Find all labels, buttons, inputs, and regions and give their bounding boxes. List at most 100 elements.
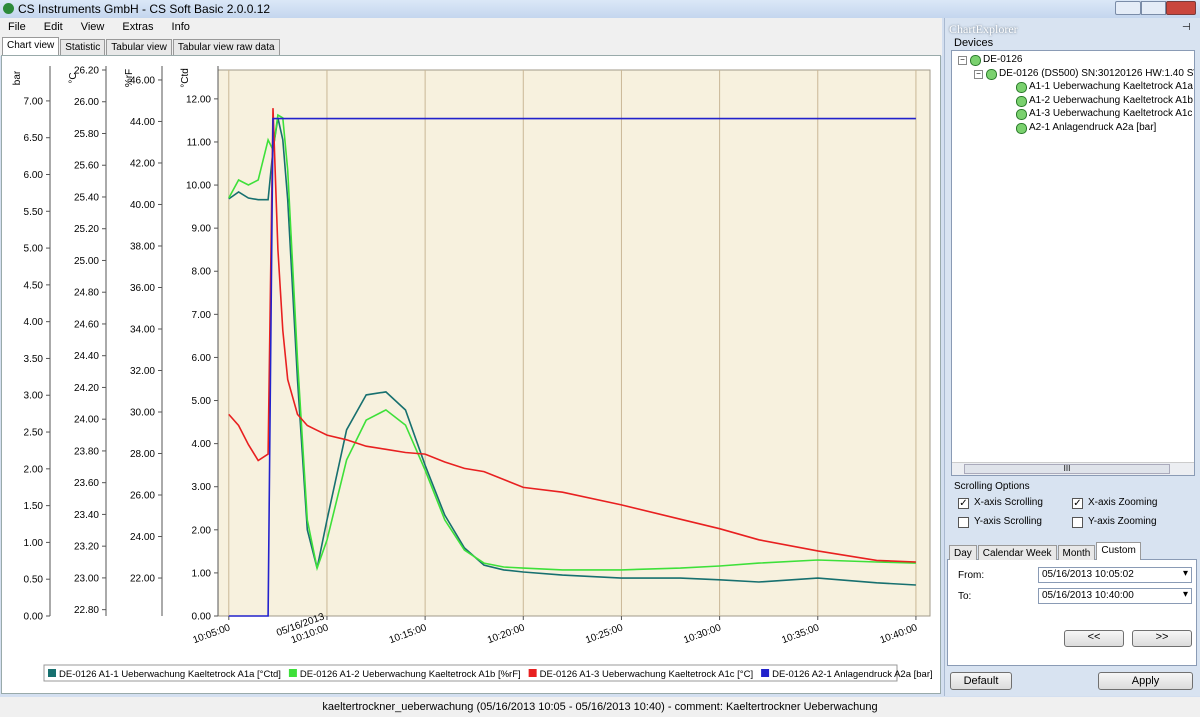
channel-icon <box>1016 122 1027 134</box>
menu-item[interactable]: View <box>80 21 105 33</box>
tab[interactable]: Tabular view <box>106 39 172 55</box>
y-tick-label: 4.00 <box>24 317 44 328</box>
y-tick-label: 36.00 <box>130 283 155 294</box>
devices-label: Devices <box>954 37 994 49</box>
range-tab[interactable]: Custom <box>1096 542 1141 560</box>
x-tick-label: 10:30:00 <box>682 622 723 646</box>
checkbox[interactable]: ✓ <box>958 498 969 509</box>
y-tick-label: 23.40 <box>74 510 99 521</box>
checkbox[interactable]: ✓ <box>1072 498 1083 509</box>
tree-label[interactable]: A2-1 Anlagendruck A2a [bar] <box>1029 121 1157 133</box>
y-tick-label: 4.00 <box>192 439 212 450</box>
status-bar: kaeltertrockner_ueberwachung (05/16/2013… <box>0 697 1200 717</box>
y-tick-label: 1.00 <box>192 568 212 579</box>
legend-swatch <box>288 669 297 677</box>
checkbox-label[interactable]: X-axis Scrolling <box>974 497 1043 508</box>
tree-label[interactable]: A1-3 Ueberwachung Kaeltetrock A1c [°C] <box>1029 108 1195 119</box>
series-line <box>228 117 916 617</box>
y-tick-label: 10.00 <box>186 181 211 192</box>
checkbox[interactable] <box>958 517 969 528</box>
default-button[interactable]: Default <box>950 672 1012 690</box>
prev-button[interactable]: << <box>1064 630 1124 647</box>
y-tick-label: 0.50 <box>24 575 44 586</box>
menu-item[interactable]: Info <box>171 21 190 33</box>
checkbox-label[interactable]: Y-axis Scrolling <box>974 516 1042 527</box>
explorer-title: ChartExplorer <box>949 22 1018 36</box>
y-axis-unit: bar <box>12 70 23 85</box>
range-tab[interactable]: Month <box>1057 545 1096 560</box>
y-tick-label: 25.40 <box>74 192 99 203</box>
y-axis-unit: °Ctd <box>180 68 191 88</box>
legend-swatch <box>528 669 537 677</box>
menu-bar: File Edit View Extras Info <box>0 18 942 37</box>
range-tab[interactable]: Day <box>949 545 977 560</box>
y-tick-label: 6.00 <box>24 170 44 181</box>
y-tick-label: 32.00 <box>130 366 155 377</box>
checkbox[interactable] <box>1072 517 1083 528</box>
x-tick-label: 10:05:00 <box>191 622 232 646</box>
y-tick-label: 26.00 <box>74 97 99 108</box>
expander[interactable]: − <box>974 69 983 79</box>
y-tick-label: 38.00 <box>130 241 155 252</box>
tab[interactable]: Tabular view raw data <box>172 39 280 55</box>
tree-label[interactable]: DE-0126 (DS500) SN:30120126 HW:1.40 SW <box>999 67 1195 79</box>
range-tab[interactable]: Calendar Week <box>977 545 1057 560</box>
maximize-button[interactable] <box>1141 1 1166 15</box>
y-axis-unit: %rF <box>124 69 135 87</box>
checkbox-label[interactable]: Y-axis Zooming <box>1088 516 1157 527</box>
to-label: To: <box>958 591 972 602</box>
y-tick-label: 23.60 <box>74 478 99 489</box>
y-tick-label: 25.00 <box>74 256 99 267</box>
tree-label[interactable]: A1-2 Ueberwachung Kaeltetrock A1b [%rF] <box>1029 94 1194 106</box>
tab-bar: Chart view Statistic Tabular view Tabular v… <box>0 37 942 56</box>
y-tick-label: 2.50 <box>24 428 44 439</box>
y-tick-label: 7.00 <box>24 96 44 107</box>
channel-icon <box>1016 95 1027 107</box>
menu-item[interactable]: File <box>8 21 26 33</box>
tree-label[interactable]: DE-0126 <box>983 54 1023 65</box>
scroll-thumb[interactable]: III <box>964 464 1170 474</box>
expander[interactable]: − <box>958 56 967 65</box>
y-tick-label: 23.80 <box>74 446 99 457</box>
next-button[interactable]: >> <box>1132 630 1192 647</box>
plot-area <box>217 69 931 617</box>
y-tick-label: 0.00 <box>24 612 44 623</box>
y-tick-label: 24.80 <box>74 288 99 299</box>
tab[interactable]: Chart view <box>2 37 60 56</box>
close-button[interactable] <box>1166 1 1196 15</box>
from-dropdown[interactable]: 05/16/2013 10:05:02 ▾ <box>1038 567 1192 583</box>
y-tick-label: 3.50 <box>24 354 44 365</box>
minimize-button[interactable] <box>1115 1 1141 15</box>
tab[interactable]: Statistic <box>60 39 106 55</box>
h-scrollbar[interactable]: III <box>952 462 1194 475</box>
menu-item[interactable]: Edit <box>43 21 63 33</box>
y-tick-label: 2.00 <box>24 464 44 475</box>
legend-box <box>43 664 898 682</box>
checkbox-label[interactable]: X-axis Zooming <box>1088 497 1158 508</box>
from-label: From: <box>958 570 985 581</box>
apply-button[interactable]: Apply <box>1098 672 1193 690</box>
tree-label[interactable]: A1-1 Ueberwachung Kaeltetrock A1a [°Ctd] <box>1029 81 1194 92</box>
y-tick-label: 40.00 <box>130 200 155 211</box>
legend-label: DE-0126 A1-1 Ueberwachung Kaeltetrock A1… <box>59 669 281 680</box>
legend-label: DE-0126 A1-3 Ueberwachung Kaeltetrock A1… <box>540 669 753 680</box>
to-dropdown[interactable]: 05/16/2013 10:40:00 ▾ <box>1038 588 1192 604</box>
y-tick-label: 24.60 <box>74 319 99 330</box>
pin-icon[interactable]: ⊣ <box>1182 22 1191 33</box>
y-tick-label: 25.60 <box>74 161 99 172</box>
y-tick-label: 4.50 <box>24 280 44 291</box>
y-tick-label: 1.00 <box>24 538 44 549</box>
menu-item[interactable]: Extras <box>122 21 154 33</box>
chart-explorer: ChartExplorer ⊣ Devices III − DE-0126− DE-… <box>944 18 1200 696</box>
y-tick-label: 23.00 <box>74 573 99 584</box>
y-tick-label: 44.00 <box>130 117 155 128</box>
y-tick-label: 24.20 <box>74 383 99 394</box>
to-value: 05/16/2013 10:40:00 <box>1042 590 1134 601</box>
y-tick-label: 30.00 <box>130 408 155 419</box>
y-tick-label: 22.80 <box>74 605 99 616</box>
y-tick-label: 3.00 <box>192 482 212 493</box>
y-tick-label: 12.00 <box>186 94 211 105</box>
y-tick-label: 8.00 <box>192 267 212 278</box>
x-tick-label: 10:15:00 <box>388 622 429 646</box>
